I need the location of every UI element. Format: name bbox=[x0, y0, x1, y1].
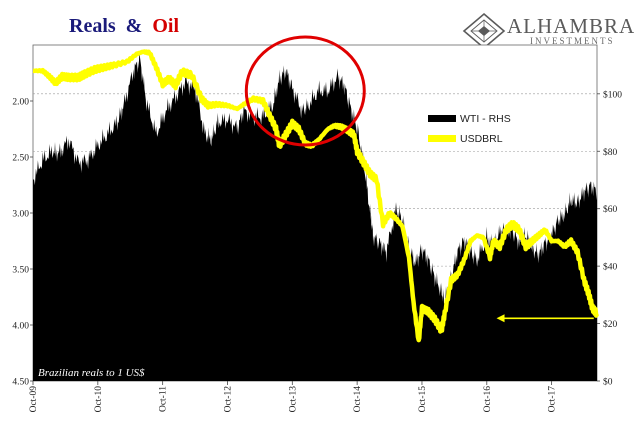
x-axis-tick-label: Oct-09 bbox=[29, 386, 39, 413]
brand-logo: ALHAMBRA INVESTMENTS bbox=[462, 12, 635, 50]
x-axis-tick-label: Oct-14 bbox=[353, 386, 363, 413]
annotation-circle bbox=[244, 35, 366, 147]
legend-swatch-wti bbox=[428, 115, 456, 122]
title-oil: Oil bbox=[152, 15, 179, 37]
right-axis-tick-label: $20 bbox=[603, 319, 618, 330]
legend-label-wti: WTI - RHS bbox=[460, 113, 511, 125]
x-axis-tick-label: Oct-12 bbox=[223, 386, 233, 413]
diamond-logo-icon bbox=[462, 12, 506, 50]
legend: WTI - RHS USDBRL bbox=[428, 113, 511, 145]
left-axis-tick-label: 2.00 bbox=[12, 98, 29, 108]
chart-note: Brazilian reals to 1 US$ bbox=[38, 367, 145, 379]
left-axis-tick-label: 3.50 bbox=[12, 266, 29, 276]
right-axis-tick-label: $40 bbox=[603, 262, 618, 273]
left-axis-tick-label: 2.50 bbox=[12, 154, 29, 164]
series-area-wti bbox=[33, 52, 597, 381]
x-axis-tick-label: Oct-13 bbox=[288, 386, 298, 413]
x-axis-tick-label: Oct-11 bbox=[159, 386, 169, 412]
left-axis-tick-label: 3.00 bbox=[12, 210, 29, 220]
x-axis-tick-label: Oct-15 bbox=[418, 386, 428, 413]
right-axis-tick-label: $80 bbox=[603, 147, 618, 158]
right-axis-tick-label: $100 bbox=[603, 89, 622, 100]
x-axis-tick-label: Oct-10 bbox=[94, 386, 104, 413]
legend-label-usdbrl: USDBRL bbox=[460, 133, 503, 145]
x-axis-tick-label: Oct-17 bbox=[548, 386, 558, 413]
annotation-arrowhead bbox=[496, 314, 505, 323]
series-line-usdbrl bbox=[32, 49, 600, 343]
axes: 2.00 2.50 3.00 3.50 4.00 4.50 $0 $20 $40 $60 $80 $1… bbox=[12, 89, 622, 412]
left-axis-tick-label: 4.00 bbox=[12, 322, 29, 332]
x-axis-tick-label: Oct-16 bbox=[483, 386, 493, 413]
brand-name: ALHAMBRA bbox=[507, 14, 635, 38]
right-axis-tick-label: $60 bbox=[603, 204, 618, 215]
title-reals: Reals bbox=[69, 15, 116, 37]
title-ampersand: & bbox=[126, 15, 143, 37]
chart-title: Reals & Oil bbox=[69, 15, 179, 37]
brand-subtitle: INVESTMENTS bbox=[530, 36, 615, 46]
right-axis-tick-label: $0 bbox=[603, 377, 613, 388]
plot-area bbox=[32, 35, 600, 382]
left-axis-tick-label: 4.50 bbox=[12, 378, 29, 388]
legend-swatch-usdbrl bbox=[428, 135, 456, 142]
